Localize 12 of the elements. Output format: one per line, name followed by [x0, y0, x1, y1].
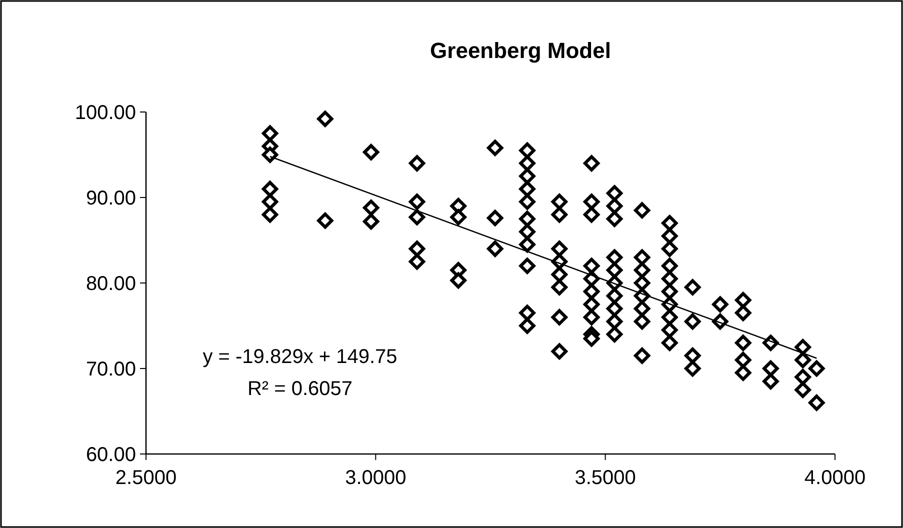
y-tick-label: 60.00 [86, 444, 136, 466]
y-tick-label: 90.00 [86, 188, 136, 210]
x-tick-label: 3.0000 [345, 467, 406, 489]
x-tick-label: 4.0000 [804, 467, 866, 489]
annotation: y = -19.829x + 149.75 [202, 346, 398, 368]
x-tick-label: 3.5000 [574, 467, 636, 489]
x-tick-label: 2.5000 [115, 467, 177, 489]
y-tick-label: 70.00 [86, 358, 136, 380]
chart-title: Greenberg Model [430, 38, 611, 63]
annotation: R² = 0.6057 [247, 378, 353, 400]
y-tick-label: 100.00 [74, 102, 136, 124]
y-tick-label: 80.00 [86, 273, 136, 295]
